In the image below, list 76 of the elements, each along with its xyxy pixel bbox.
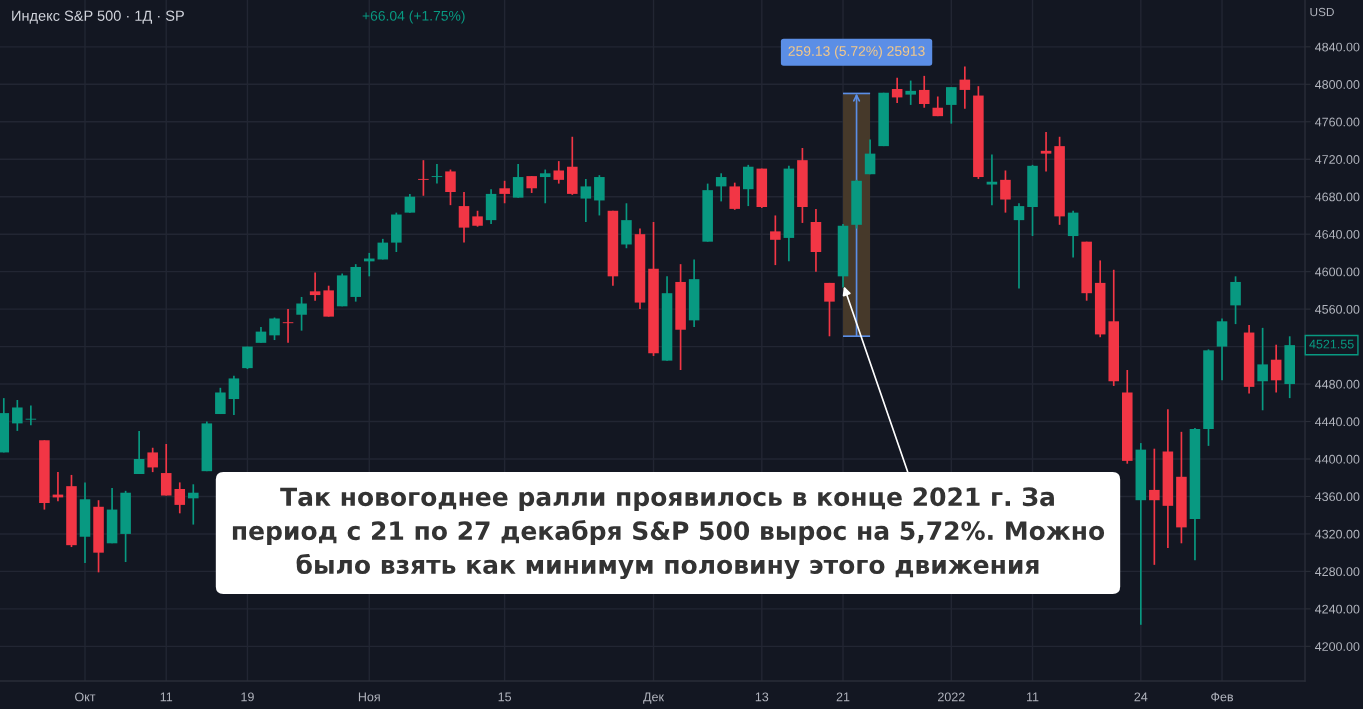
candlestick bbox=[174, 481, 186, 515]
candlestick bbox=[431, 163, 443, 185]
candlestick bbox=[1000, 169, 1011, 214]
y-tick-label: 4440.00 bbox=[1315, 417, 1360, 427]
y-tick-label: 4800.00 bbox=[1315, 80, 1360, 89]
y-axis-title: USD bbox=[1310, 7, 1334, 17]
y-tick-label: 4640.00 bbox=[1315, 229, 1360, 239]
candlestick bbox=[296, 296, 307, 332]
y-tick-label: 4480.00 bbox=[1315, 379, 1360, 389]
x-tick-label: 21 bbox=[836, 692, 850, 702]
candlestick bbox=[1149, 447, 1160, 566]
candlestick bbox=[539, 168, 551, 205]
candlestick bbox=[25, 404, 37, 427]
candlestick bbox=[1013, 202, 1025, 290]
y-tick-label: 4400.00 bbox=[1315, 454, 1360, 464]
x-tick-label: Дек bbox=[643, 692, 665, 704]
y-tick-label: 4680.00 bbox=[1315, 192, 1360, 202]
y-tick-label: 4600.00 bbox=[1315, 267, 1360, 277]
candlestick bbox=[729, 181, 741, 211]
candlestick bbox=[1230, 275, 1241, 325]
text: 4521.55 bbox=[1309, 339, 1354, 349]
candlestick bbox=[404, 193, 416, 214]
candlestick bbox=[160, 443, 172, 497]
candlestick bbox=[228, 374, 240, 416]
candlestick bbox=[580, 178, 592, 223]
candlestick bbox=[986, 153, 998, 206]
annotation: Так новогоднее ралли проявилось в конце 2021 г. За период с 21 по 27 декабря S&P 500 вырос на 5,72%. Можно было взять как минимум половину этого движения bbox=[232, 487, 1105, 580]
candlestick bbox=[959, 65, 971, 110]
candlestick bbox=[215, 386, 226, 415]
candlestick bbox=[1257, 327, 1268, 412]
y-tick-label: 4560.00 bbox=[1315, 304, 1360, 314]
candlestick bbox=[12, 399, 23, 432]
candlestick bbox=[147, 446, 158, 473]
candlestick bbox=[594, 174, 605, 217]
y-tick-label: 4200.00 bbox=[1315, 642, 1360, 651]
data-label: 259.13 (5.72%) 25913 bbox=[788, 45, 925, 59]
y-tick-label: 4760.00 bbox=[1315, 117, 1360, 127]
text: Индекс S&P 500 · 1Д · SP bbox=[12, 10, 184, 24]
x-tick-label: Фев bbox=[1211, 692, 1234, 702]
y-tick-label: 4360.00 bbox=[1315, 492, 1360, 502]
candlestick bbox=[499, 179, 510, 205]
candlestick bbox=[918, 75, 930, 109]
candlestick bbox=[905, 79, 916, 106]
y-tick-label: 4720.00 bbox=[1315, 155, 1360, 164]
candlestick bbox=[445, 168, 456, 206]
candlestick bbox=[1067, 209, 1079, 259]
y-tick-label: 4280.00 bbox=[1315, 567, 1360, 577]
candlestick bbox=[742, 164, 754, 207]
candlestick bbox=[824, 282, 835, 338]
x-tick-label: Окт bbox=[75, 692, 96, 702]
candlestick bbox=[309, 271, 321, 302]
candlestick bbox=[282, 308, 294, 344]
candlestick bbox=[188, 483, 199, 526]
candlestick bbox=[418, 159, 429, 197]
candlestick bbox=[891, 76, 903, 104]
x-tick-label: 19 bbox=[241, 692, 254, 702]
x-tick-label: 11 bbox=[1026, 692, 1039, 702]
candlestick bbox=[458, 191, 470, 244]
x-tick-label: 2022 bbox=[938, 692, 965, 702]
candlestick bbox=[133, 430, 145, 475]
candlestick bbox=[512, 163, 524, 199]
y-tick-label: 4320.00 bbox=[1315, 529, 1360, 539]
x-tick-label: 15 bbox=[498, 692, 512, 702]
y-tick-label: 4840.00 bbox=[1315, 42, 1360, 52]
candlestick bbox=[1040, 131, 1052, 173]
x-tick-label: 11 bbox=[160, 692, 173, 702]
x-tick-label: 13 bbox=[755, 692, 769, 702]
x-tick-label: Ноя bbox=[358, 692, 380, 702]
y-tick-label: 4240.00 bbox=[1315, 604, 1360, 614]
candlestick bbox=[715, 172, 727, 203]
candlestick bbox=[553, 160, 565, 185]
candlestick bbox=[946, 86, 957, 125]
text: +66.04 (+1.75%) bbox=[362, 10, 465, 24]
candlestick bbox=[770, 214, 781, 266]
x-tick-label: 24 bbox=[1134, 692, 1148, 702]
candlestick bbox=[1270, 343, 1282, 394]
